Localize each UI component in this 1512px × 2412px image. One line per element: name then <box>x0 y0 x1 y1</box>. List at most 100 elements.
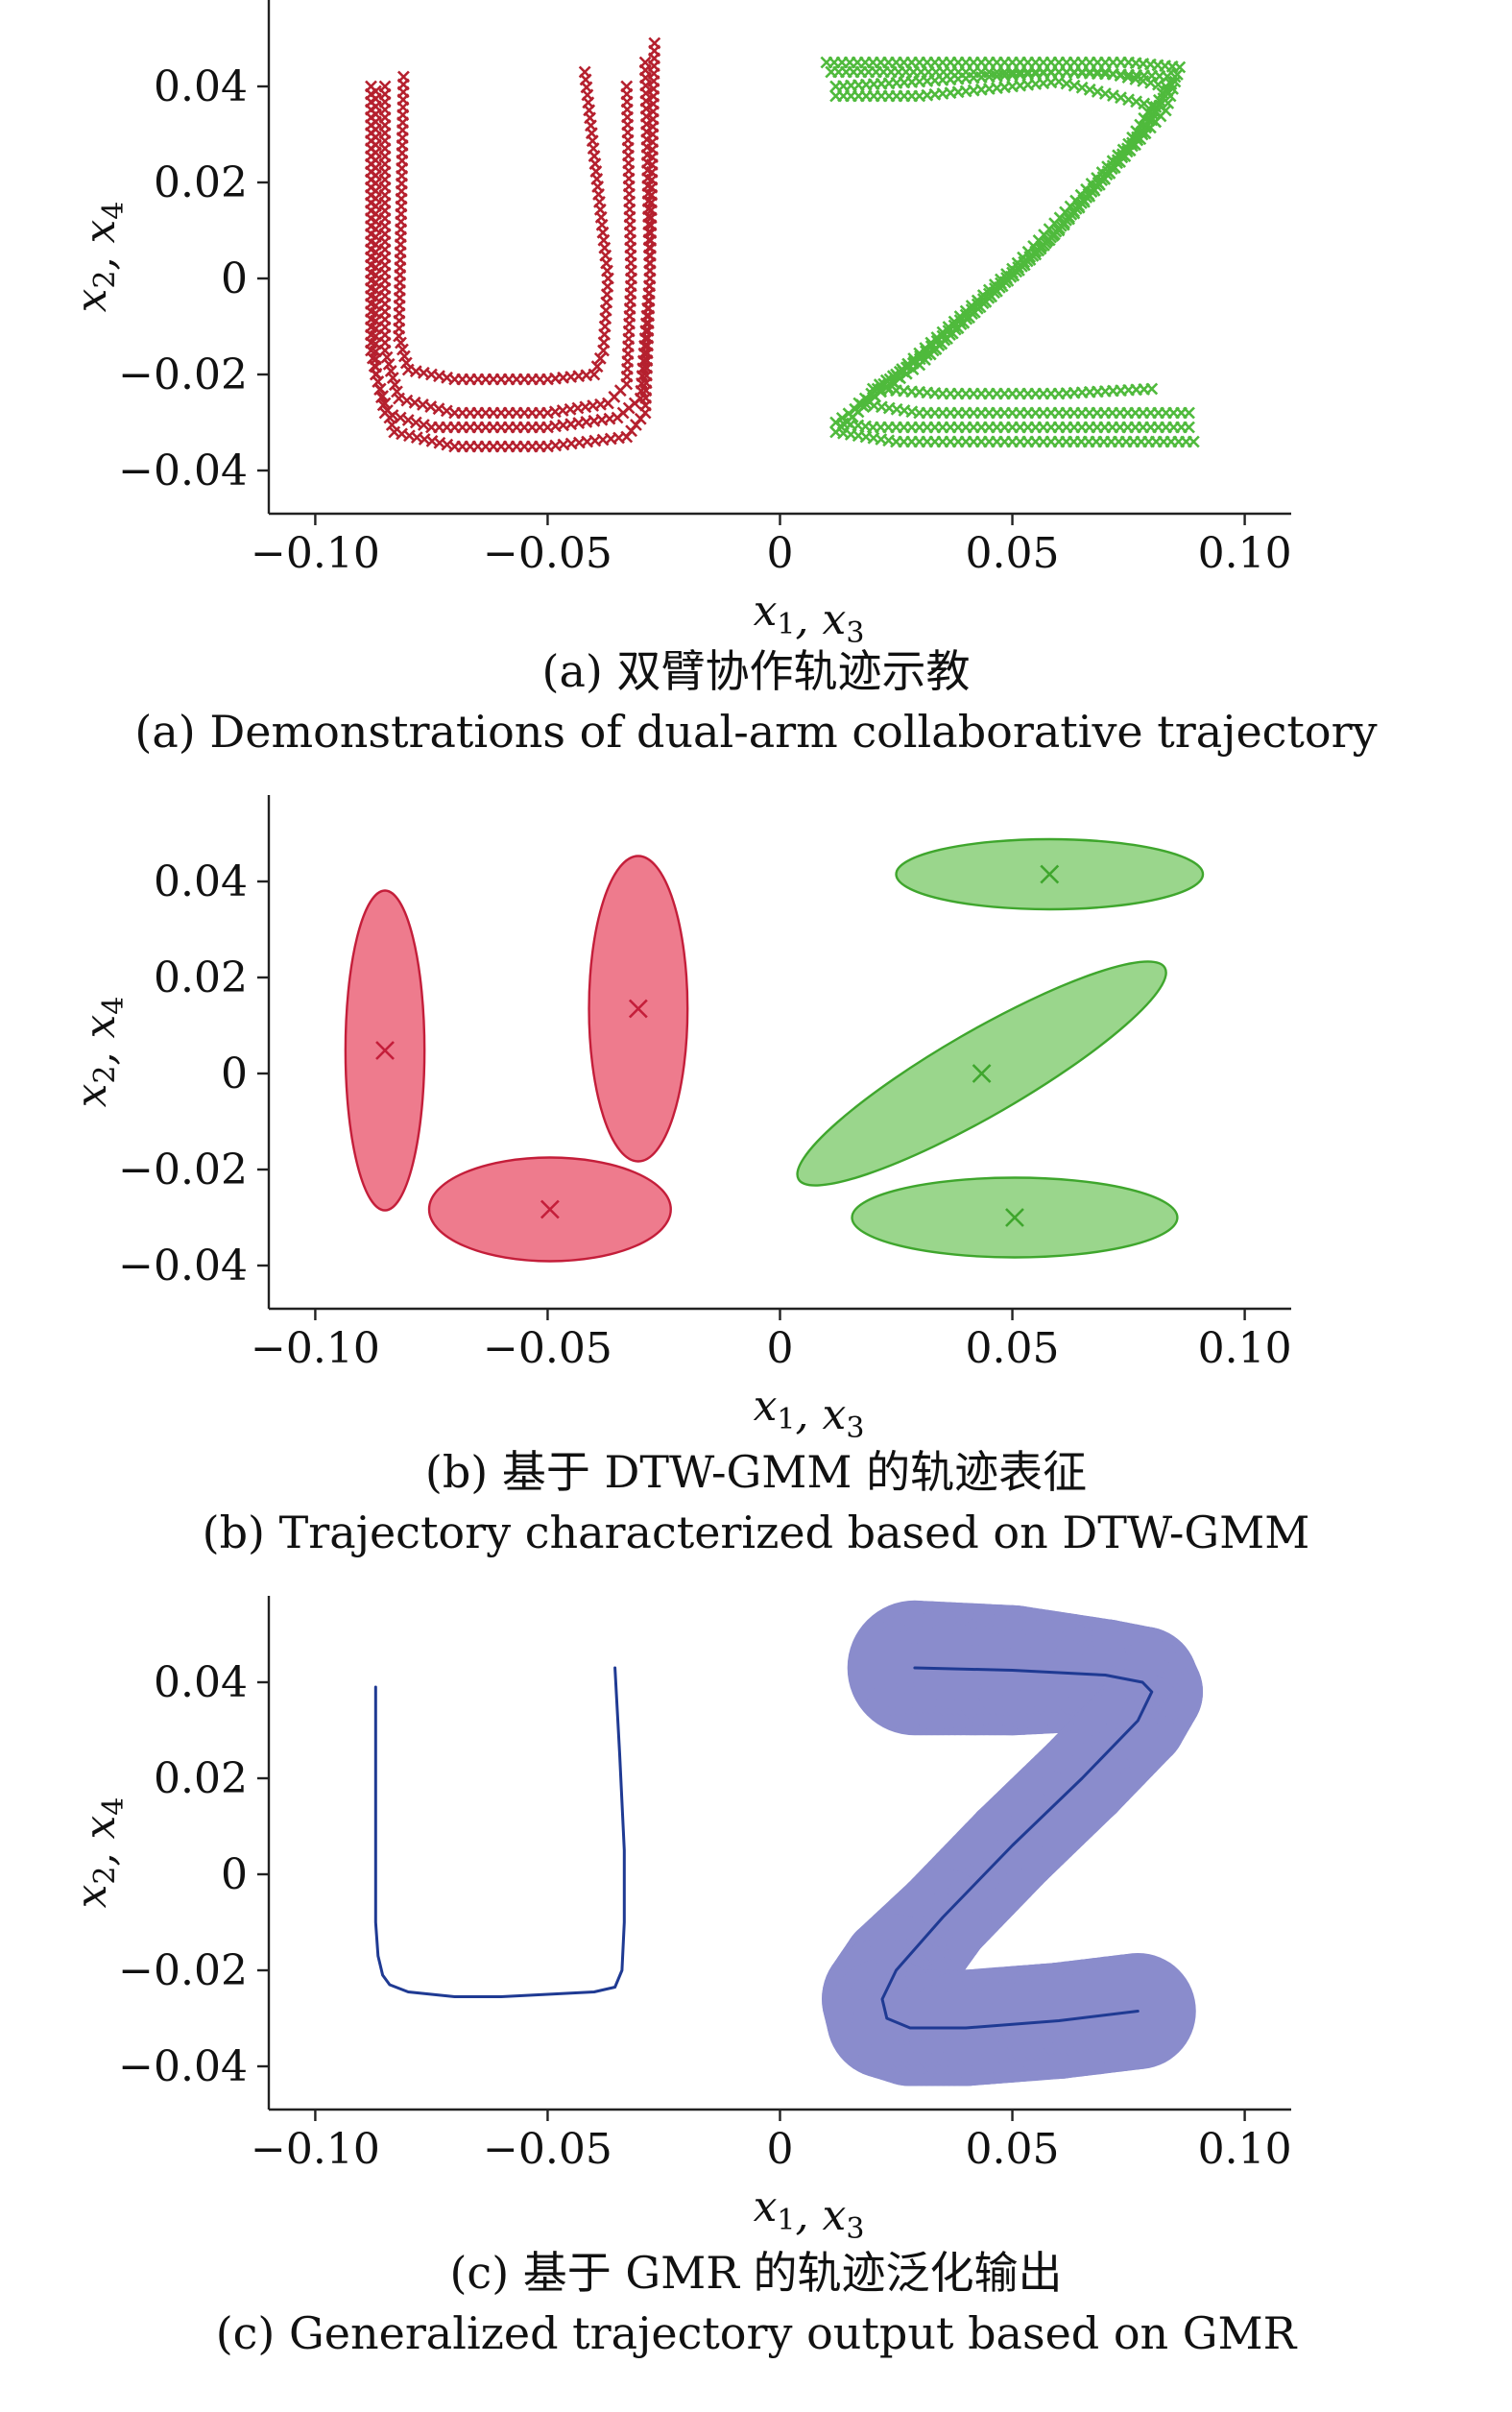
demo-marker <box>383 411 396 424</box>
caption-a-en: (a) Demonstrations of dual-arm collabora… <box>134 706 1378 758</box>
panel-b-gmm-characterization: −0.10 −0.05 0 0.05 0.10 0.04 0.02 0 −0.02 −0.04 x1… <box>67 795 1292 1445</box>
demo-marker <box>1149 107 1163 119</box>
x-axis-label: x1, x3 <box>754 2183 865 2246</box>
y-tick-label: 0 <box>221 1049 248 1098</box>
demo-marker <box>384 365 397 377</box>
gaussian-center-marker <box>628 999 648 1019</box>
x-tick-label: −0.10 <box>251 1324 380 1373</box>
x-tick-label: 0.10 <box>1198 529 1292 578</box>
gaussian-center-marker <box>375 1041 395 1060</box>
demo-marker <box>1164 78 1178 90</box>
demo-marker <box>893 365 906 378</box>
x-tick-label: −0.05 <box>483 529 612 578</box>
y-tick-label: 0.02 <box>154 158 248 207</box>
panel-a-demonstrations: −0.10 −0.05 0 0.05 0.10 0.04 0.02 0 −0.02 −0.04 x1… <box>67 0 1292 650</box>
gmr-z-trajectory <box>880 1666 1154 2030</box>
gmr-u-trajectory <box>373 1666 626 1998</box>
x-tick-label: −0.10 <box>251 2125 380 2174</box>
x-tick-label: 0 <box>767 1324 794 1373</box>
demo-marker <box>378 397 392 410</box>
demo-marker <box>638 56 652 69</box>
panel-c-gmr-output: −0.10 −0.05 0 0.05 0.10 0.04 0.02 0 −0.02 −0.04 x1… <box>67 1596 1292 2246</box>
demo-marker <box>369 368 382 381</box>
x-axis-label: x1, x3 <box>754 1382 865 1445</box>
x-tick-label: −0.05 <box>483 1324 612 1373</box>
demo-trajectory <box>369 56 657 453</box>
x-tick-label: 0.10 <box>1198 2125 1292 2174</box>
demo-marker <box>588 368 601 381</box>
demo-marker <box>842 407 855 421</box>
y-tick-label: 0 <box>221 1850 248 1899</box>
demo-marker <box>593 351 607 365</box>
demo-marker <box>381 404 394 417</box>
demo-marker <box>1187 435 1200 448</box>
demo-marker <box>849 402 862 416</box>
x-tick-label: 0.10 <box>1198 1324 1292 1373</box>
y-tick-label: 0 <box>221 254 248 303</box>
demo-marker <box>385 419 398 431</box>
demo-marker <box>380 350 394 364</box>
x-tick-label: 0.05 <box>966 529 1060 578</box>
demo-marker <box>1145 382 1159 396</box>
demo-trajectory <box>825 65 1195 434</box>
y-tick-label: 0.02 <box>154 1754 248 1803</box>
y-tick-label: −0.02 <box>118 1146 248 1194</box>
demo-marker <box>913 352 926 366</box>
demo-marker <box>886 370 900 383</box>
demo-marker <box>386 372 399 384</box>
demo-marker <box>926 344 940 357</box>
y-tick-label: −0.02 <box>118 350 248 399</box>
demo-marker <box>1168 70 1182 84</box>
y-axis-label: x2, x4 <box>67 997 131 1108</box>
x-tick-label: 0.05 <box>966 1324 1060 1373</box>
demo-marker <box>648 36 661 50</box>
caption-b-en: (b) Trajectory characterized based on DT… <box>202 1507 1310 1558</box>
demo-marker <box>1183 421 1195 434</box>
x-tick-label: 0 <box>767 529 794 578</box>
gaussian-center-marker <box>540 1199 560 1219</box>
x-tick-label: −0.10 <box>251 529 380 578</box>
caption-c-cn: (c) 基于 GMR 的轨迹泛化输出 <box>449 2247 1063 2299</box>
x-tick-label: 0.05 <box>966 2125 1060 2174</box>
demo-marker <box>391 385 403 398</box>
demo-marker <box>906 356 920 370</box>
demo-marker <box>590 360 604 374</box>
demo-marker <box>388 378 401 392</box>
demo-marker <box>578 65 591 79</box>
caption-c-en: (c) Generalized trajectory output based … <box>215 2307 1297 2359</box>
z-demo-series <box>820 56 1200 448</box>
y-tick-label: −0.02 <box>118 1946 248 1995</box>
demo-marker <box>1173 60 1187 74</box>
y-axis-label: x2, x4 <box>67 202 131 313</box>
x-axis-label: x1, x3 <box>754 587 865 650</box>
gaussian-center-marker <box>1040 864 1060 884</box>
demo-marker <box>376 390 390 402</box>
gaussian-center-marker <box>972 1064 992 1083</box>
demo-trajectory <box>365 36 661 434</box>
demo-marker <box>1157 92 1170 105</box>
demo-marker <box>1161 84 1174 98</box>
gmr-covariance-band <box>822 1600 1204 2086</box>
caption-b-cn: (b) 基于 DTW-GMM 的轨迹表征 <box>424 1446 1088 1498</box>
y-tick-label: −0.04 <box>118 1242 248 1290</box>
demo-marker <box>372 375 385 388</box>
demo-marker <box>920 349 933 361</box>
demo-marker <box>620 80 634 93</box>
demo-marker <box>1183 406 1195 420</box>
y-tick-label: 0.04 <box>154 1658 248 1707</box>
demo-trajectory <box>393 65 614 386</box>
demo-marker <box>373 382 387 396</box>
y-tick-label: 0.04 <box>154 857 248 906</box>
x-tick-label: −0.05 <box>483 2125 612 2174</box>
y-tick-label: 0.02 <box>154 953 248 1002</box>
y-axis-label: x2, x4 <box>67 1797 131 1909</box>
demo-marker <box>1153 99 1166 112</box>
gaussian-center-marker <box>1005 1208 1024 1227</box>
x-tick-label: 0 <box>767 2125 794 2174</box>
demo-marker <box>879 374 893 387</box>
caption-a-cn: (a) 双臂协作轨迹示教 <box>541 645 971 697</box>
y-tick-label: −0.04 <box>118 2042 248 2091</box>
demo-marker <box>900 361 913 374</box>
demo-trajectory <box>378 80 638 420</box>
